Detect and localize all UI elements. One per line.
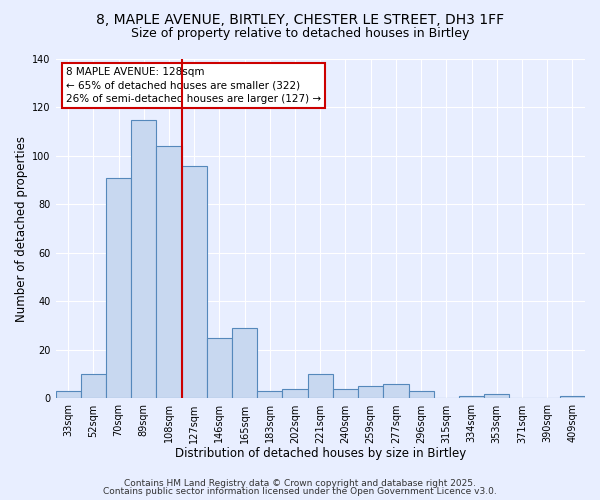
Text: Contains HM Land Registry data © Crown copyright and database right 2025.: Contains HM Land Registry data © Crown c… xyxy=(124,478,476,488)
Bar xyxy=(383,384,409,398)
Bar xyxy=(106,178,131,398)
X-axis label: Distribution of detached houses by size in Birtley: Distribution of detached houses by size … xyxy=(175,447,466,460)
Bar xyxy=(232,328,257,398)
Bar xyxy=(459,396,484,398)
Text: 8 MAPLE AVENUE: 128sqm
← 65% of detached houses are smaller (322)
26% of semi-de: 8 MAPLE AVENUE: 128sqm ← 65% of detached… xyxy=(66,68,321,104)
Bar xyxy=(56,391,81,398)
Bar xyxy=(257,391,283,398)
Bar xyxy=(358,386,383,398)
Text: Contains public sector information licensed under the Open Government Licence v3: Contains public sector information licen… xyxy=(103,487,497,496)
Bar xyxy=(560,396,585,398)
Bar xyxy=(81,374,106,398)
Bar xyxy=(182,166,207,398)
Bar xyxy=(333,389,358,398)
Bar xyxy=(157,146,182,398)
Bar xyxy=(409,391,434,398)
Bar xyxy=(484,394,509,398)
Text: 8, MAPLE AVENUE, BIRTLEY, CHESTER LE STREET, DH3 1FF: 8, MAPLE AVENUE, BIRTLEY, CHESTER LE STR… xyxy=(96,12,504,26)
Bar xyxy=(308,374,333,398)
Bar xyxy=(283,389,308,398)
Bar xyxy=(207,338,232,398)
Bar xyxy=(131,120,157,398)
Y-axis label: Number of detached properties: Number of detached properties xyxy=(15,136,28,322)
Text: Size of property relative to detached houses in Birtley: Size of property relative to detached ho… xyxy=(131,28,469,40)
